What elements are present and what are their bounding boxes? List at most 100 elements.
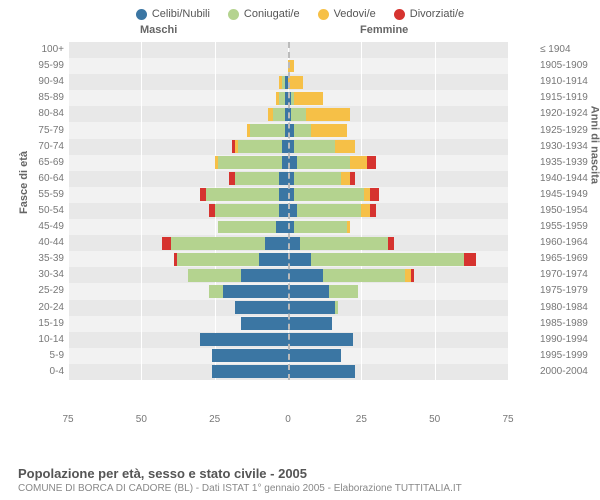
- birth-label: 1915-1919: [540, 90, 596, 106]
- age-label: 50-54: [20, 203, 66, 219]
- bar-segment: [311, 253, 464, 266]
- legend-label: Coniugati/e: [244, 8, 300, 20]
- footer: Popolazione per età, sesso e stato civil…: [18, 466, 582, 494]
- birth-label: 1935-1939: [540, 155, 596, 171]
- bar-segment: [361, 204, 370, 217]
- age-label: 35-39: [20, 251, 66, 267]
- bar-segment: [259, 253, 288, 266]
- age-label: 40-44: [20, 235, 66, 251]
- bar-segment: [370, 188, 379, 201]
- legend-item: Celibi/Nubili: [136, 8, 210, 20]
- legend-item: Divorziati/e: [394, 8, 464, 20]
- age-label: 15-19: [20, 316, 66, 332]
- bar-segment: [276, 221, 288, 234]
- legend-swatch: [318, 9, 329, 20]
- y-axis-age: 100+95-9990-9485-8980-8475-7970-7465-696…: [20, 42, 66, 380]
- label-male: Maschi: [140, 24, 177, 36]
- bar-segment: [288, 333, 353, 346]
- birth-label: 1955-1959: [540, 219, 596, 235]
- y-axis-birth: ≤ 19041905-19091910-19141915-19191920-19…: [540, 42, 596, 380]
- birth-label: 1930-1934: [540, 139, 596, 155]
- age-label: 0-4: [20, 364, 66, 380]
- age-label: 60-64: [20, 171, 66, 187]
- legend-label: Vedovi/e: [334, 8, 376, 20]
- bar-segment: [238, 140, 282, 153]
- bar-segment: [323, 269, 405, 282]
- bar-segment: [279, 172, 288, 185]
- age-label: 90-94: [20, 74, 66, 90]
- bar-segment: [288, 349, 341, 362]
- age-label: 85-89: [20, 90, 66, 106]
- bar-segment: [200, 333, 288, 346]
- x-tick: 25: [209, 414, 220, 425]
- bar-segment: [329, 285, 358, 298]
- bar-segment: [294, 188, 364, 201]
- bar-segment: [294, 172, 341, 185]
- birth-label: 1925-1929: [540, 122, 596, 138]
- age-label: 95-99: [20, 58, 66, 74]
- bar-segment: [250, 124, 285, 137]
- age-label: 75-79: [20, 122, 66, 138]
- bar-segment: [241, 269, 288, 282]
- bar-segment: [241, 317, 288, 330]
- bar-segment: [206, 188, 279, 201]
- birth-label: 1910-1914: [540, 74, 596, 90]
- bar-segment: [265, 237, 288, 250]
- bar-segment: [294, 92, 323, 105]
- age-label: 55-59: [20, 187, 66, 203]
- legend: Celibi/Nubili Coniugati/e Vedovi/e Divorzia…: [0, 0, 600, 24]
- x-axis: 7550250255075: [68, 414, 508, 434]
- x-tick: 50: [136, 414, 147, 425]
- pyramid-chart: Maschi Femmine Fasce di età Anni di nasc…: [20, 24, 580, 434]
- age-label: 80-84: [20, 106, 66, 122]
- legend-swatch: [136, 9, 147, 20]
- bar-segment: [188, 269, 241, 282]
- bar-segment: [464, 253, 476, 266]
- age-label: 30-34: [20, 267, 66, 283]
- bar-segment: [288, 301, 335, 314]
- bar-segment: [209, 285, 224, 298]
- bar-segment: [223, 285, 288, 298]
- legend-label: Celibi/Nubili: [152, 8, 210, 20]
- bar-segment: [288, 285, 329, 298]
- x-tick: 50: [429, 414, 440, 425]
- bar-segment: [335, 301, 338, 314]
- birth-label: 1975-1979: [540, 283, 596, 299]
- age-label: 5-9: [20, 348, 66, 364]
- birth-label: 1990-1994: [540, 332, 596, 348]
- grid-line: [435, 42, 436, 380]
- bar-segment: [273, 108, 285, 121]
- x-tick: 75: [502, 414, 513, 425]
- birth-label: 1960-1964: [540, 235, 596, 251]
- bar-segment: [297, 156, 350, 169]
- bar-segment: [235, 172, 279, 185]
- grid-line: [68, 42, 69, 380]
- bar-segment: [311, 124, 346, 137]
- age-label: 20-24: [20, 300, 66, 316]
- bar-segment: [218, 221, 277, 234]
- bar-segment: [335, 140, 356, 153]
- chart-title: Popolazione per età, sesso e stato civil…: [18, 466, 582, 481]
- birth-label: 1945-1949: [540, 187, 596, 203]
- bar-segment: [297, 204, 362, 217]
- birth-label: 1905-1909: [540, 58, 596, 74]
- bar-segment: [367, 156, 376, 169]
- label-female: Femmine: [360, 24, 408, 36]
- bar-segment: [350, 172, 356, 185]
- bar-segment: [291, 108, 306, 121]
- age-label: 65-69: [20, 155, 66, 171]
- bar-segment: [411, 269, 414, 282]
- center-line: [288, 42, 290, 380]
- birth-label: 1970-1974: [540, 267, 596, 283]
- bar-segment: [370, 204, 376, 217]
- bar-segment: [288, 365, 355, 378]
- legend-item: Vedovi/e: [318, 8, 376, 20]
- bar-segment: [347, 221, 350, 234]
- birth-label: 1920-1924: [540, 106, 596, 122]
- bar-segment: [162, 237, 171, 250]
- birth-label: 1980-1984: [540, 300, 596, 316]
- bar-segment: [212, 365, 288, 378]
- bar-segment: [388, 237, 394, 250]
- age-label: 70-74: [20, 139, 66, 155]
- bar-segment: [350, 156, 368, 169]
